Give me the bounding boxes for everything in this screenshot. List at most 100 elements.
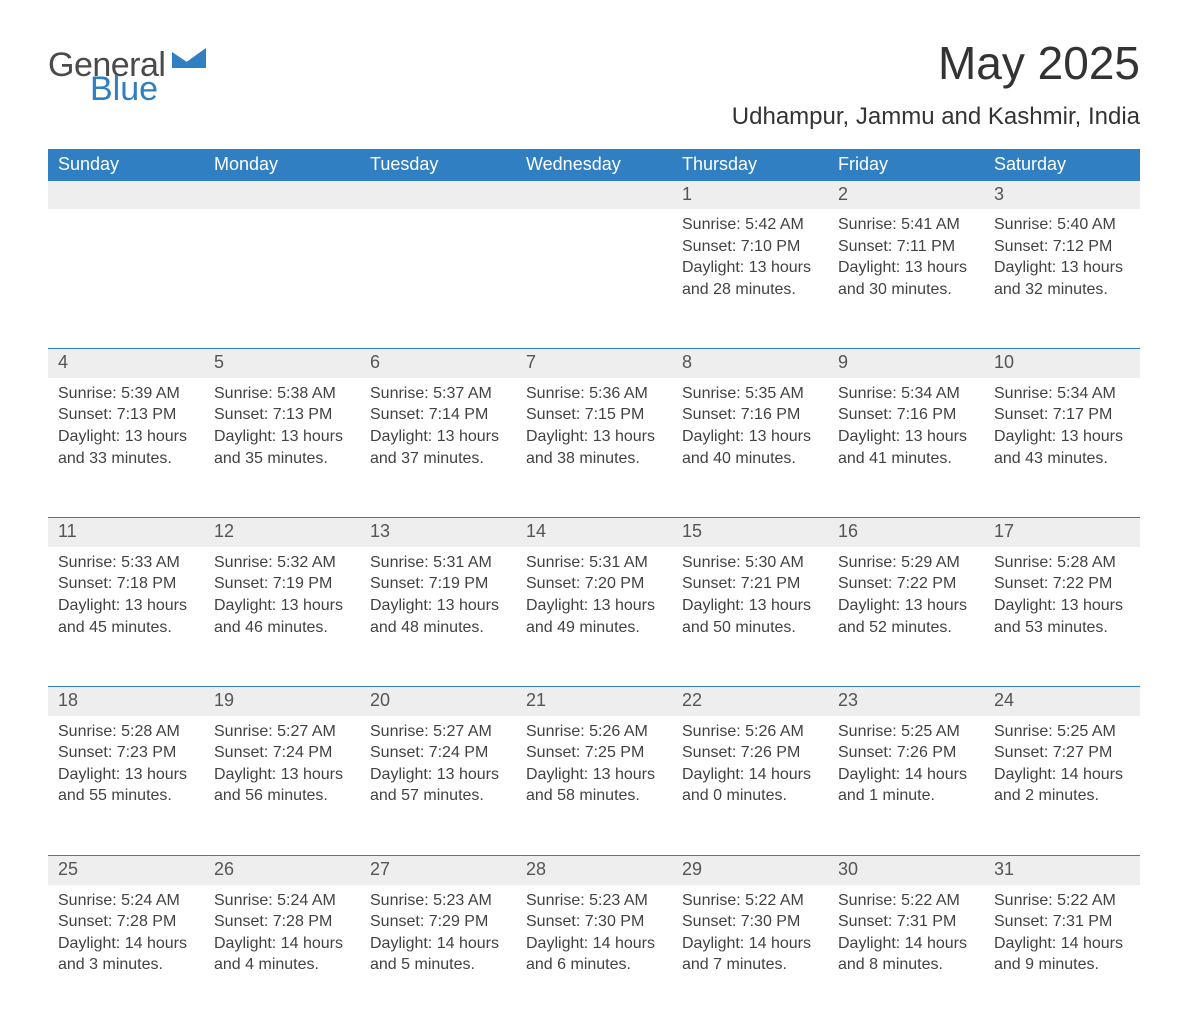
weekday-header-wednesday: Wednesday: [516, 149, 672, 181]
day-number: 24: [984, 687, 1140, 715]
day-cell: Sunrise: 5:28 AMSunset: 7:22 PMDaylight:…: [984, 547, 1140, 687]
sunrise-line: Sunrise: 5:28 AM: [58, 721, 194, 743]
sunset-line: Sunset: 7:18 PM: [58, 573, 194, 595]
day-details: Sunrise: 5:41 AMSunset: 7:11 PMDaylight:…: [828, 209, 984, 308]
daylight-line: Daylight: 13 hours and 43 minutes.: [994, 426, 1130, 469]
day-details: Sunrise: 5:34 AMSunset: 7:17 PMDaylight:…: [984, 378, 1140, 477]
header-row: General Blue May 2025 Udhampur, Jammu an…: [48, 38, 1140, 131]
day-number: 30: [828, 856, 984, 884]
daylight-line: Daylight: 13 hours and 32 minutes.: [994, 257, 1130, 300]
day-cell: Sunrise: 5:30 AMSunset: 7:21 PMDaylight:…: [672, 547, 828, 687]
day-cell: Sunrise: 5:31 AMSunset: 7:19 PMDaylight:…: [360, 547, 516, 687]
day-number-row: 123: [48, 181, 1140, 209]
day-number: 28: [516, 856, 672, 884]
sunrise-line: Sunrise: 5:31 AM: [370, 552, 506, 574]
daylight-line: Daylight: 13 hours and 49 minutes.: [526, 595, 662, 638]
day-number: 11: [48, 518, 204, 546]
sunrise-line: Sunrise: 5:25 AM: [994, 721, 1130, 743]
day-number: 19: [204, 687, 360, 715]
sunset-line: Sunset: 7:17 PM: [994, 404, 1130, 426]
sunrise-line: Sunrise: 5:25 AM: [838, 721, 974, 743]
day-cell: Sunrise: 5:27 AMSunset: 7:24 PMDaylight:…: [360, 716, 516, 856]
sunrise-line: Sunrise: 5:29 AM: [838, 552, 974, 574]
daylight-line: Daylight: 13 hours and 35 minutes.: [214, 426, 350, 469]
sunrise-line: Sunrise: 5:34 AM: [838, 383, 974, 405]
day-number: 22: [672, 687, 828, 715]
sunset-line: Sunset: 7:25 PM: [526, 742, 662, 764]
day-details: Sunrise: 5:38 AMSunset: 7:13 PMDaylight:…: [204, 378, 360, 477]
weekday-header-saturday: Saturday: [984, 149, 1140, 181]
day-cell: Sunrise: 5:38 AMSunset: 7:13 PMDaylight:…: [204, 378, 360, 518]
day-details: Sunrise: 5:33 AMSunset: 7:18 PMDaylight:…: [48, 547, 204, 646]
day-details: Sunrise: 5:31 AMSunset: 7:20 PMDaylight:…: [516, 547, 672, 646]
day-body-row: Sunrise: 5:28 AMSunset: 7:23 PMDaylight:…: [48, 716, 1140, 856]
day-cell: Sunrise: 5:23 AMSunset: 7:29 PMDaylight:…: [360, 885, 516, 1025]
sunrise-line: Sunrise: 5:23 AM: [370, 890, 506, 912]
day-details: Sunrise: 5:32 AMSunset: 7:19 PMDaylight:…: [204, 547, 360, 646]
sunset-line: Sunset: 7:20 PM: [526, 573, 662, 595]
day-cell: Sunrise: 5:24 AMSunset: 7:28 PMDaylight:…: [204, 885, 360, 1025]
day-body-row: Sunrise: 5:33 AMSunset: 7:18 PMDaylight:…: [48, 547, 1140, 687]
day-cell: Sunrise: 5:34 AMSunset: 7:17 PMDaylight:…: [984, 378, 1140, 518]
daylight-line: Daylight: 13 hours and 38 minutes.: [526, 426, 662, 469]
logo-text-block: General Blue: [48, 48, 206, 103]
daylight-line: Daylight: 13 hours and 55 minutes.: [58, 764, 194, 807]
day-details: Sunrise: 5:39 AMSunset: 7:13 PMDaylight:…: [48, 378, 204, 477]
daylight-line: Daylight: 13 hours and 30 minutes.: [838, 257, 974, 300]
sunset-line: Sunset: 7:24 PM: [370, 742, 506, 764]
day-number: 15: [672, 518, 828, 546]
daylight-line: Daylight: 13 hours and 40 minutes.: [682, 426, 818, 469]
day-number: 2: [828, 181, 984, 209]
day-number: 14: [516, 518, 672, 546]
day-details: Sunrise: 5:26 AMSunset: 7:26 PMDaylight:…: [672, 716, 828, 815]
logo-triangle-icon: [172, 48, 206, 73]
location-subtitle: Udhampur, Jammu and Kashmir, India: [732, 103, 1140, 131]
sunset-line: Sunset: 7:19 PM: [214, 573, 350, 595]
day-details: Sunrise: 5:24 AMSunset: 7:28 PMDaylight:…: [204, 885, 360, 984]
day-cell: Sunrise: 5:22 AMSunset: 7:31 PMDaylight:…: [828, 885, 984, 1025]
weekday-header-sunday: Sunday: [48, 149, 204, 181]
day-cell: Sunrise: 5:22 AMSunset: 7:31 PMDaylight:…: [984, 885, 1140, 1025]
day-number-row: 25262728293031: [48, 856, 1140, 884]
daylight-line: Daylight: 13 hours and 37 minutes.: [370, 426, 506, 469]
sunset-line: Sunset: 7:15 PM: [526, 404, 662, 426]
day-cell: Sunrise: 5:26 AMSunset: 7:25 PMDaylight:…: [516, 716, 672, 856]
day-number: 16: [828, 518, 984, 546]
empty-day: [516, 181, 672, 209]
sunrise-line: Sunrise: 5:22 AM: [838, 890, 974, 912]
day-cell: Sunrise: 5:33 AMSunset: 7:18 PMDaylight:…: [48, 547, 204, 687]
sunrise-line: Sunrise: 5:26 AM: [682, 721, 818, 743]
daylight-line: Daylight: 13 hours and 33 minutes.: [58, 426, 194, 469]
sunrise-line: Sunrise: 5:41 AM: [838, 214, 974, 236]
sunset-line: Sunset: 7:10 PM: [682, 236, 818, 258]
day-details: Sunrise: 5:34 AMSunset: 7:16 PMDaylight:…: [828, 378, 984, 477]
day-details: Sunrise: 5:26 AMSunset: 7:25 PMDaylight:…: [516, 716, 672, 815]
weekday-header-tuesday: Tuesday: [360, 149, 516, 181]
sunset-line: Sunset: 7:29 PM: [370, 911, 506, 933]
title-block: May 2025 Udhampur, Jammu and Kashmir, In…: [732, 38, 1140, 131]
empty-day: [48, 181, 204, 209]
daylight-line: Daylight: 13 hours and 53 minutes.: [994, 595, 1130, 638]
day-number: 3: [984, 181, 1140, 209]
sunrise-line: Sunrise: 5:38 AM: [214, 383, 350, 405]
sunset-line: Sunset: 7:30 PM: [682, 911, 818, 933]
sunset-line: Sunset: 7:24 PM: [214, 742, 350, 764]
day-number: 6: [360, 349, 516, 377]
sunset-line: Sunset: 7:30 PM: [526, 911, 662, 933]
day-cell: Sunrise: 5:25 AMSunset: 7:27 PMDaylight:…: [984, 716, 1140, 856]
empty-day: [360, 181, 516, 209]
sunset-line: Sunset: 7:31 PM: [994, 911, 1130, 933]
day-details: Sunrise: 5:29 AMSunset: 7:22 PMDaylight:…: [828, 547, 984, 646]
day-number: 31: [984, 856, 1140, 884]
sunrise-line: Sunrise: 5:40 AM: [994, 214, 1130, 236]
day-details: Sunrise: 5:23 AMSunset: 7:29 PMDaylight:…: [360, 885, 516, 984]
daylight-line: Daylight: 13 hours and 41 minutes.: [838, 426, 974, 469]
day-details: Sunrise: 5:22 AMSunset: 7:31 PMDaylight:…: [828, 885, 984, 984]
sunrise-line: Sunrise: 5:23 AM: [526, 890, 662, 912]
daylight-line: Daylight: 13 hours and 56 minutes.: [214, 764, 350, 807]
day-number: 9: [828, 349, 984, 377]
weekday-header-row: SundayMondayTuesdayWednesdayThursdayFrid…: [48, 149, 1140, 181]
day-number: 5: [204, 349, 360, 377]
sunset-line: Sunset: 7:22 PM: [838, 573, 974, 595]
daylight-line: Daylight: 13 hours and 52 minutes.: [838, 595, 974, 638]
